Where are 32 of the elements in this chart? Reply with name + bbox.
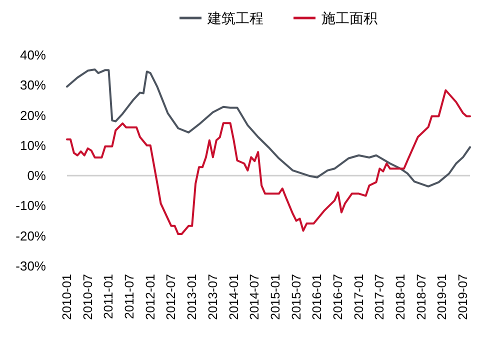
legend-label: 施工面积 <box>322 10 378 26</box>
line-series <box>66 89 471 236</box>
x-tick-label: 2013-01 <box>185 274 200 320</box>
x-tick-label: 2016-01 <box>310 274 324 320</box>
x-tick-label: 2013-07 <box>206 274 220 320</box>
x-tick-label: 2016-07 <box>330 274 345 320</box>
y-tick-label: 40% <box>20 48 46 62</box>
y-tick-label: 30% <box>20 78 46 93</box>
legend-label: 建筑工程 <box>206 10 264 26</box>
x-tick-label: 2010-07 <box>80 274 95 320</box>
x-tick-label: 2010-01 <box>60 274 74 320</box>
y-tick-label: -10% <box>16 198 46 214</box>
y-tick-label: 10% <box>20 138 46 153</box>
x-tick-label: 2011-07 <box>122 274 137 319</box>
x-tick-label: 2015-01 <box>268 274 282 320</box>
x-tick-label: 2017-07 <box>372 274 387 320</box>
x-tick-label: 2014-01 <box>226 274 241 320</box>
x-tick-label: 2018-01 <box>394 274 408 320</box>
x-tick-label: 2019-07 <box>456 274 470 320</box>
y-tick-label: 0% <box>27 168 46 184</box>
x-tick-label: 2012-07 <box>164 274 178 320</box>
line-series <box>66 68 471 188</box>
x-tick-label: 2017-01 <box>352 274 366 320</box>
x-tick-label: 2015-07 <box>289 274 304 320</box>
y-tick-label: 20% <box>20 108 46 123</box>
y-tick-label: -30% <box>16 258 46 274</box>
y-tick-label: -20% <box>16 228 46 244</box>
x-tick-label: 2011-01 <box>102 274 116 319</box>
x-tick-label: 2019-01 <box>435 274 450 320</box>
x-tick-label: 2014-07 <box>248 274 262 320</box>
x-tick-label: 2012-01 <box>143 274 158 320</box>
x-tick-label: 2018-07 <box>414 274 428 320</box>
